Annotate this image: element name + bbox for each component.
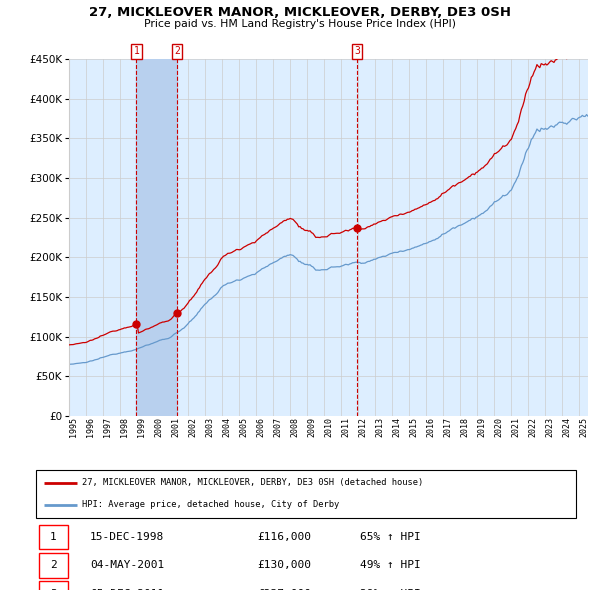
Text: 2017: 2017 [443, 417, 452, 437]
Text: 27, MICKLEOVER MANOR, MICKLEOVER, DERBY, DE3 0SH: 27, MICKLEOVER MANOR, MICKLEOVER, DERBY,… [89, 6, 511, 19]
FancyBboxPatch shape [36, 470, 576, 518]
Text: 2021: 2021 [511, 417, 520, 437]
Text: 2002: 2002 [188, 417, 197, 437]
Text: £237,000: £237,000 [257, 589, 311, 590]
Text: 2024: 2024 [562, 417, 571, 437]
Text: 15-DEC-1998: 15-DEC-1998 [90, 532, 164, 542]
Text: 2005: 2005 [239, 417, 248, 437]
Text: 2004: 2004 [222, 417, 231, 437]
Text: 2012: 2012 [358, 417, 367, 437]
Text: 2015: 2015 [409, 417, 418, 437]
Text: 1995: 1995 [69, 417, 78, 437]
FancyBboxPatch shape [39, 553, 68, 578]
Text: 2: 2 [174, 46, 180, 56]
Text: 2014: 2014 [392, 417, 401, 437]
Text: 29% ↑ HPI: 29% ↑ HPI [360, 589, 421, 590]
Text: 2003: 2003 [205, 417, 214, 437]
Text: 2022: 2022 [529, 417, 538, 437]
Text: 2019: 2019 [478, 417, 487, 437]
Text: 2007: 2007 [273, 417, 282, 437]
FancyBboxPatch shape [39, 581, 68, 590]
Text: £116,000: £116,000 [257, 532, 311, 542]
Text: 2010: 2010 [324, 417, 333, 437]
Text: 49% ↑ HPI: 49% ↑ HPI [360, 560, 421, 570]
Text: 2020: 2020 [494, 417, 503, 437]
Text: 2016: 2016 [427, 417, 436, 437]
Text: 2025: 2025 [580, 417, 589, 437]
Text: 05-DEC-2011: 05-DEC-2011 [90, 589, 164, 590]
Text: Price paid vs. HM Land Registry's House Price Index (HPI): Price paid vs. HM Land Registry's House … [144, 19, 456, 29]
Text: 1999: 1999 [137, 417, 146, 437]
Text: 2009: 2009 [307, 417, 316, 437]
Text: 1998: 1998 [120, 417, 129, 437]
Text: 3: 3 [354, 46, 360, 56]
Text: £130,000: £130,000 [257, 560, 311, 570]
Text: 2011: 2011 [341, 417, 350, 437]
Text: 65% ↑ HPI: 65% ↑ HPI [360, 532, 421, 542]
Text: 2018: 2018 [460, 417, 469, 437]
Text: 3: 3 [50, 589, 56, 590]
Text: 1996: 1996 [86, 417, 95, 437]
Text: 1: 1 [133, 46, 139, 56]
FancyBboxPatch shape [39, 525, 68, 549]
Text: 1997: 1997 [103, 417, 112, 437]
Text: 2000: 2000 [154, 417, 163, 437]
Text: 2023: 2023 [545, 417, 554, 437]
Text: 2006: 2006 [256, 417, 265, 437]
Text: 2008: 2008 [290, 417, 299, 437]
Text: 27, MICKLEOVER MANOR, MICKLEOVER, DERBY, DE3 0SH (detached house): 27, MICKLEOVER MANOR, MICKLEOVER, DERBY,… [82, 478, 423, 487]
Text: 2013: 2013 [375, 417, 384, 437]
Text: 04-MAY-2001: 04-MAY-2001 [90, 560, 164, 570]
Bar [136, 59, 177, 416]
Text: HPI: Average price, detached house, City of Derby: HPI: Average price, detached house, City… [82, 500, 339, 509]
Text: 1: 1 [50, 532, 56, 542]
Text: 2001: 2001 [171, 417, 180, 437]
Text: 2: 2 [50, 560, 56, 570]
